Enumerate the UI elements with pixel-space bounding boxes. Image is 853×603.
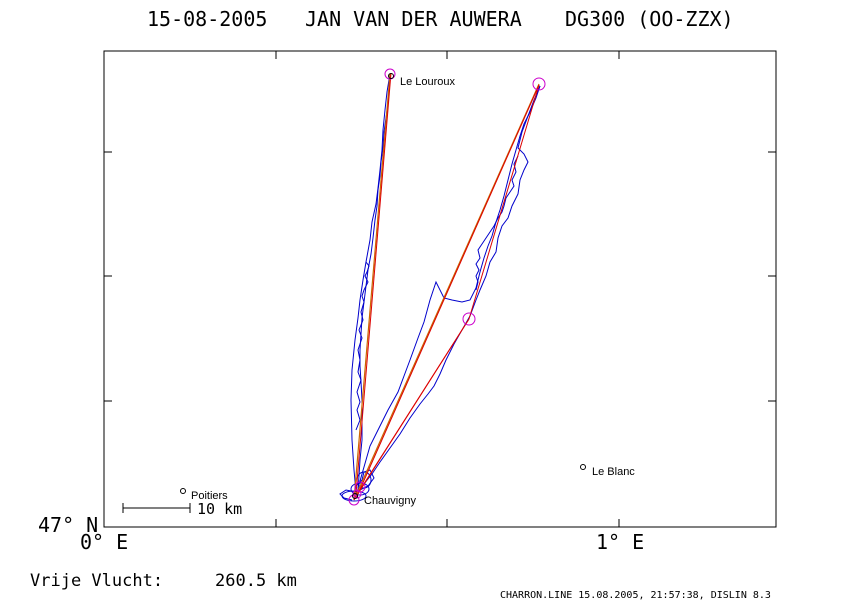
- turnpoints: [348, 68, 546, 506]
- track-west-leg-out: [350, 73, 391, 493]
- task-line-northeast: [353, 83, 540, 501]
- place-markers: [180, 73, 586, 499]
- turnpoint-chauvigny-b: [354, 481, 366, 493]
- scale-bar-label: 10 km: [197, 500, 242, 518]
- flight-date: 15-08-2005: [147, 7, 267, 31]
- marker-le-blanc: [580, 464, 586, 470]
- longitude-label-1: 1° E: [596, 530, 644, 554]
- turnpoint-louroux: [384, 68, 396, 80]
- opt-line-1: [355, 72, 392, 495]
- glider-id: DG300 (OO-ZZX): [565, 7, 734, 31]
- turnpoint-start: [348, 494, 360, 506]
- distance-label: Vrije Vlucht:: [30, 571, 163, 591]
- place-label-chauvigny: Chauvigny: [364, 495, 416, 507]
- left-axis-ticks: [104, 151, 112, 528]
- pilot-name: JAN VAN DER AUWERA: [305, 7, 522, 31]
- turnpoint-northeast: [532, 77, 546, 91]
- optimised-lines: [353, 72, 540, 501]
- task-line-louroux: [353, 73, 391, 501]
- software-credit: CHARRON.LINE 15.08.2005, 21:57:38, DISLI…: [500, 590, 771, 601]
- marker-poitiers: [180, 488, 186, 494]
- place-label-le-blanc: Le Blanc: [592, 466, 635, 478]
- top-axis-ticks: [275, 51, 620, 59]
- track-circle-2: [350, 482, 370, 496]
- turnpoint-midway: [462, 312, 476, 326]
- right-axis-ticks: [768, 151, 776, 402]
- place-label-poitiers: Poitiers: [191, 490, 228, 502]
- gps-track: [339, 73, 541, 502]
- longitude-label-0: 0° E: [80, 530, 128, 554]
- latitude-label: 47° N: [38, 513, 98, 537]
- track-east-dots: [475, 155, 519, 291]
- map-frame: [103, 50, 777, 528]
- marker-le-louroux: [388, 73, 394, 79]
- track-east-return: [363, 85, 541, 485]
- track-circle-4: [339, 469, 375, 501]
- opt-line-3: [468, 84, 540, 320]
- opt-line-2: [357, 84, 540, 495]
- opt-line-5: [359, 318, 470, 491]
- track-east-leg: [357, 85, 541, 489]
- scale-bar: [122, 503, 191, 513]
- bottom-axis-ticks: [103, 519, 620, 527]
- place-label-le-louroux: Le Louroux: [400, 76, 456, 88]
- task-lines: [353, 73, 540, 501]
- distance-value: 260.5 km: [215, 571, 297, 591]
- marker-chauvigny: [352, 493, 358, 499]
- track-west-wiggle: [355, 261, 370, 431]
